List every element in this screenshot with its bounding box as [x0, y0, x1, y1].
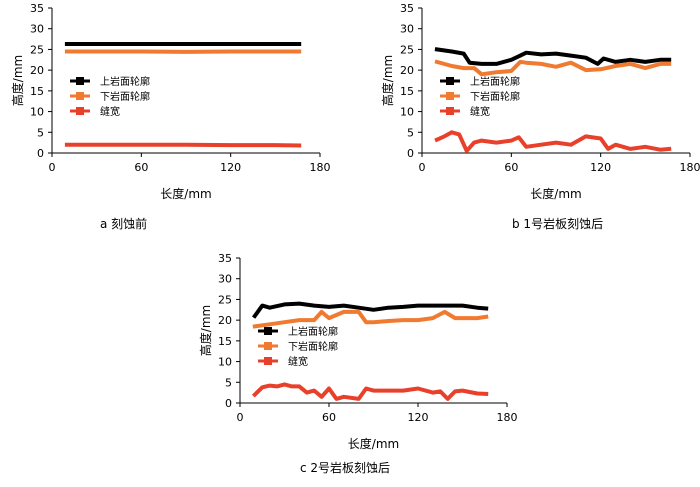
legend-marker [446, 107, 454, 115]
y-tick-label: 25 [400, 43, 414, 56]
y-tick-label: 20 [400, 64, 414, 77]
y-tick-label: 35 [218, 252, 232, 265]
x-tick-label: 0 [237, 411, 244, 424]
y-tick-label: 5 [407, 126, 414, 139]
x-axis-label: 长度/mm [160, 186, 211, 201]
x-tick-label: 180 [310, 161, 331, 174]
chart-panel-a: 0 5 10 15 20 25 30 35 0 60 120 180 长度/mm 高度/mm 上岩面轮廓下岩… [10, 2, 331, 231]
x-tick-label: 120 [590, 161, 611, 174]
y-tick-label: 5 [37, 126, 44, 139]
x-tick-label: 60 [134, 161, 148, 174]
panel-caption: b 1号岩板刻蚀后 [512, 216, 603, 231]
legend-marker [446, 77, 454, 85]
y-tick-label: 25 [218, 293, 232, 306]
legend-marker [76, 77, 84, 85]
y-tick-label: 30 [218, 273, 232, 286]
y-tick-label: 25 [30, 43, 44, 56]
legend-label: 上岩面轮廓 [288, 325, 338, 338]
y-tick-label: 0 [407, 147, 414, 160]
y-tick-label: 5 [225, 376, 232, 389]
y-tick-label: 0 [225, 397, 232, 410]
legend-label: 缝宽 [288, 355, 308, 368]
x-tick-label: 0 [49, 161, 56, 174]
legend-label: 上岩面轮廓 [100, 75, 150, 88]
x-tick-label: 180 [680, 161, 700, 174]
legend-label: 上岩面轮廓 [470, 75, 520, 88]
legend-marker [76, 92, 84, 100]
y-tick-label: 10 [218, 356, 232, 369]
legend-label: 下岩面轮廓 [470, 90, 520, 103]
series-line-3 [67, 145, 299, 146]
legend-marker [264, 357, 272, 365]
x-tick-label: 60 [322, 411, 336, 424]
y-axis-label: 高度/mm [10, 55, 25, 106]
x-axis-label: 长度/mm [530, 186, 581, 201]
y-tick-label: 30 [400, 23, 414, 36]
chart-panel-b: 0 5 10 15 20 25 30 35 0 60 120 180 长度/mm 高度/mm 上岩面轮廓下岩… [380, 2, 700, 231]
chart-panel-c: 0 5 10 15 20 25 30 35 0 60 120 180 长度/mm 高度/mm 上岩面轮廓下岩… [198, 252, 518, 475]
series-line-2 [255, 312, 486, 327]
y-tick-label: 0 [37, 147, 44, 160]
x-tick-label: 60 [504, 161, 518, 174]
y-tick-label: 30 [30, 23, 44, 36]
y-axis-label: 高度/mm [198, 305, 213, 356]
x-tick-label: 120 [408, 411, 429, 424]
x-axis-label: 长度/mm [348, 436, 399, 451]
y-tick-label: 15 [218, 335, 232, 348]
y-tick-label: 10 [30, 106, 44, 119]
legend-label: 下岩面轮廓 [100, 90, 150, 103]
legend-marker [446, 92, 454, 100]
legend-label: 缝宽 [100, 105, 120, 118]
panel-caption: a 刻蚀前 [100, 216, 147, 231]
y-tick-label: 20 [30, 64, 44, 77]
y-tick-label: 35 [400, 2, 414, 15]
panel-caption: c 2号岩板刻蚀后 [300, 460, 390, 475]
legend-marker [76, 107, 84, 115]
series-line-3 [255, 384, 486, 399]
y-tick-label: 10 [400, 106, 414, 119]
x-tick-label: 120 [220, 161, 241, 174]
y-tick-label: 20 [218, 314, 232, 327]
y-tick-label: 15 [400, 85, 414, 98]
y-tick-label: 15 [30, 85, 44, 98]
series-line-1 [437, 49, 669, 64]
series-line-3 [437, 132, 669, 151]
y-tick-label: 35 [30, 2, 44, 15]
y-axis-label: 高度/mm [380, 55, 395, 106]
legend-label: 缝宽 [470, 105, 490, 118]
legend-label: 下岩面轮廓 [288, 340, 338, 353]
x-tick-label: 180 [497, 411, 518, 424]
legend-marker [264, 342, 272, 350]
x-tick-label: 0 [419, 161, 426, 174]
legend-marker [264, 327, 272, 335]
